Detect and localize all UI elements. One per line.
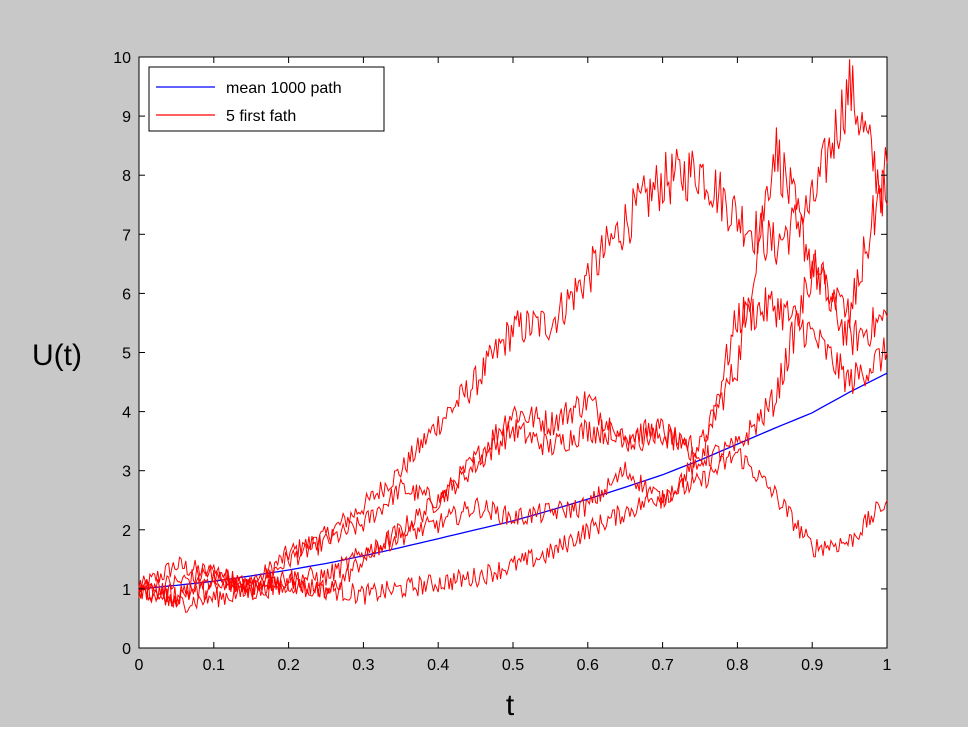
x-tick-label: 0 — [135, 657, 144, 674]
y-axis-label: U(t) — [32, 339, 82, 372]
x-tick-label: 1 — [883, 657, 892, 674]
x-tick-label: 0.6 — [577, 657, 599, 674]
x-tick-label: 0.3 — [352, 657, 374, 674]
y-tick-label: 7 — [122, 227, 131, 244]
legend: mean 1000 path 5 first fath — [149, 67, 384, 131]
y-tick-label: 0 — [122, 641, 131, 658]
y-tick-label: 3 — [122, 464, 131, 481]
x-tick-label: 0.1 — [203, 657, 225, 674]
y-tick-label: 9 — [122, 109, 131, 126]
y-tick-label: 2 — [122, 523, 131, 540]
x-tick-label: 0.4 — [427, 657, 449, 674]
y-tick-label: 6 — [122, 286, 131, 303]
x-tick-label: 0.2 — [277, 657, 299, 674]
legend-label-paths: 5 first fath — [226, 108, 296, 125]
x-tick-label: 0.5 — [502, 657, 524, 674]
x-tick-label: 0.8 — [726, 657, 748, 674]
y-tick-label: 10 — [113, 50, 131, 67]
y-tick-label: 5 — [122, 346, 131, 363]
x-axis-label: t — [506, 689, 515, 722]
x-tick-label: 0.9 — [801, 657, 823, 674]
plot-area — [139, 57, 887, 648]
y-tick-label: 1 — [122, 582, 131, 599]
legend-label-mean: mean 1000 path — [226, 80, 342, 97]
y-tick-label: 4 — [122, 405, 131, 422]
x-tick-label: 0.7 — [651, 657, 673, 674]
y-tick-label: 8 — [122, 168, 131, 185]
